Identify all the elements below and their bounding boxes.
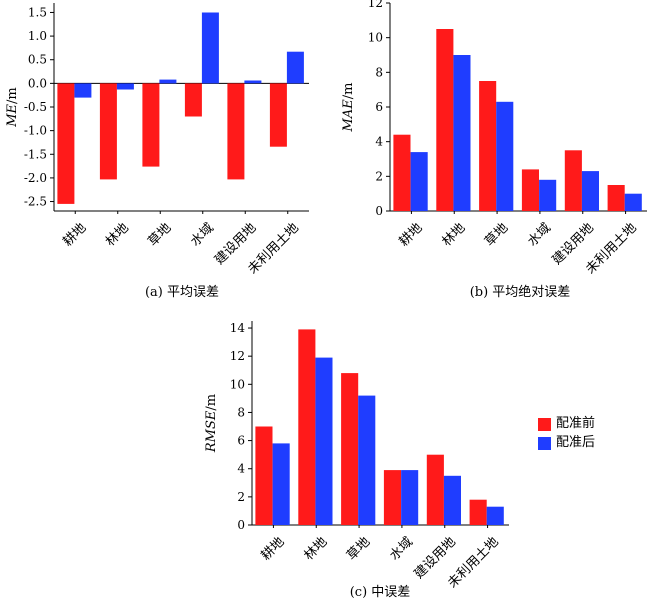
bar-before [99,83,117,180]
bar-after [272,443,290,525]
y-tick-label: 10 [368,31,383,45]
bar-after [539,179,557,211]
bar-before [57,83,75,204]
y-tick-label: 8 [375,65,383,79]
y-tick-label: 0 [375,204,383,218]
x-tick-label: 耕地 [60,220,90,250]
bar-after [159,79,177,84]
legend: 配准前 配准后 [538,415,595,453]
y-tick-label: 6 [237,434,245,448]
bar-before [227,83,245,180]
legend-item-before: 配准前 [538,415,595,433]
bar-after [410,152,428,211]
bar-after [443,475,461,525]
bar-before [564,150,582,211]
y-tick-label: 0.0 [28,76,47,90]
y-tick-label: 6 [375,100,383,114]
x-tick-label: 林地 [439,221,468,250]
bar-after [116,83,134,90]
y-axis-label: MAE/m [341,83,356,133]
bar-after [624,193,642,211]
y-tick-label: 12 [230,349,245,363]
y-tick-label: 0.5 [28,53,47,67]
legend-label-after: 配准后 [556,435,596,450]
bar-after [581,171,599,211]
x-tick-label: 林地 [103,221,132,250]
bar-after [244,80,262,84]
bar-before [142,83,160,167]
bar-after [401,470,419,525]
bar-after [453,55,471,211]
bar-before [184,83,202,117]
chart-caption: (c) 中误差 [350,585,411,600]
y-tick-label: 12 [368,0,383,10]
chart-a: 1.5 1.0 0.5 0.0 -0.5 -1.0 -1.5 -2.0 -2.5 耕地 林地 草地 水域… [5,3,309,300]
y-tick-label: 4 [375,135,383,149]
y-tick-label: 8 [237,405,245,419]
bar-before [479,81,497,211]
bar-after [201,12,219,84]
y-tick-label: 2 [237,490,245,504]
x-tick-label: 水域 [525,221,554,250]
bar-after [486,506,504,525]
bar-before [341,373,359,525]
bar-before [521,169,539,211]
bar-before [469,499,487,525]
bar-before [298,329,316,525]
x-tick-label: 水域 [387,535,416,564]
y-tick-label: 10 [230,377,245,391]
bar-before [426,454,444,525]
y-tick-label: -1.5 [24,147,47,161]
y-tick-label: 0 [237,518,245,532]
bar-after [315,357,333,525]
chart-caption: (b) 平均绝对误差 [470,284,571,300]
y-tick-label: 1.5 [28,5,47,19]
y-tick-label: -0.5 [24,100,47,114]
x-tick-label: 林地 [301,535,330,564]
y-tick-label: 14 [230,321,246,335]
bar-before [607,185,625,211]
y-tick-label: 1.0 [28,29,47,43]
x-tick-label: 耕地 [396,220,426,250]
legend-swatch-before [538,417,551,431]
chart-caption: (a) 平均误差 [145,285,219,300]
legend-label-before: 配准前 [556,416,596,431]
x-tick-label: 草地 [344,535,373,564]
y-axis-label: ME/m [5,87,20,128]
bar-before [255,426,273,525]
bar-before [436,29,454,211]
y-tick-label: -2.0 [24,171,47,185]
bar-after [74,83,92,98]
x-tick-label: 草地 [145,221,174,250]
bar-before [393,134,411,211]
legend-swatch-after [538,436,551,450]
y-tick-label: 4 [237,462,245,476]
y-axis-label: RMSE/m [204,394,219,453]
x-tick-label: 耕地 [258,534,288,564]
y-tick-label: 2 [375,169,383,183]
y-tick-label: -2.5 [24,195,47,209]
bar-before [383,470,401,525]
bar-after [286,51,304,84]
y-tick-label: -1.0 [24,124,47,138]
x-tick-label: 草地 [482,221,511,250]
bar-after [496,101,514,211]
bar-after [358,395,376,525]
bar-before [269,83,287,147]
x-tick-label: 水域 [188,221,217,250]
legend-item-after: 配准后 [538,434,595,452]
